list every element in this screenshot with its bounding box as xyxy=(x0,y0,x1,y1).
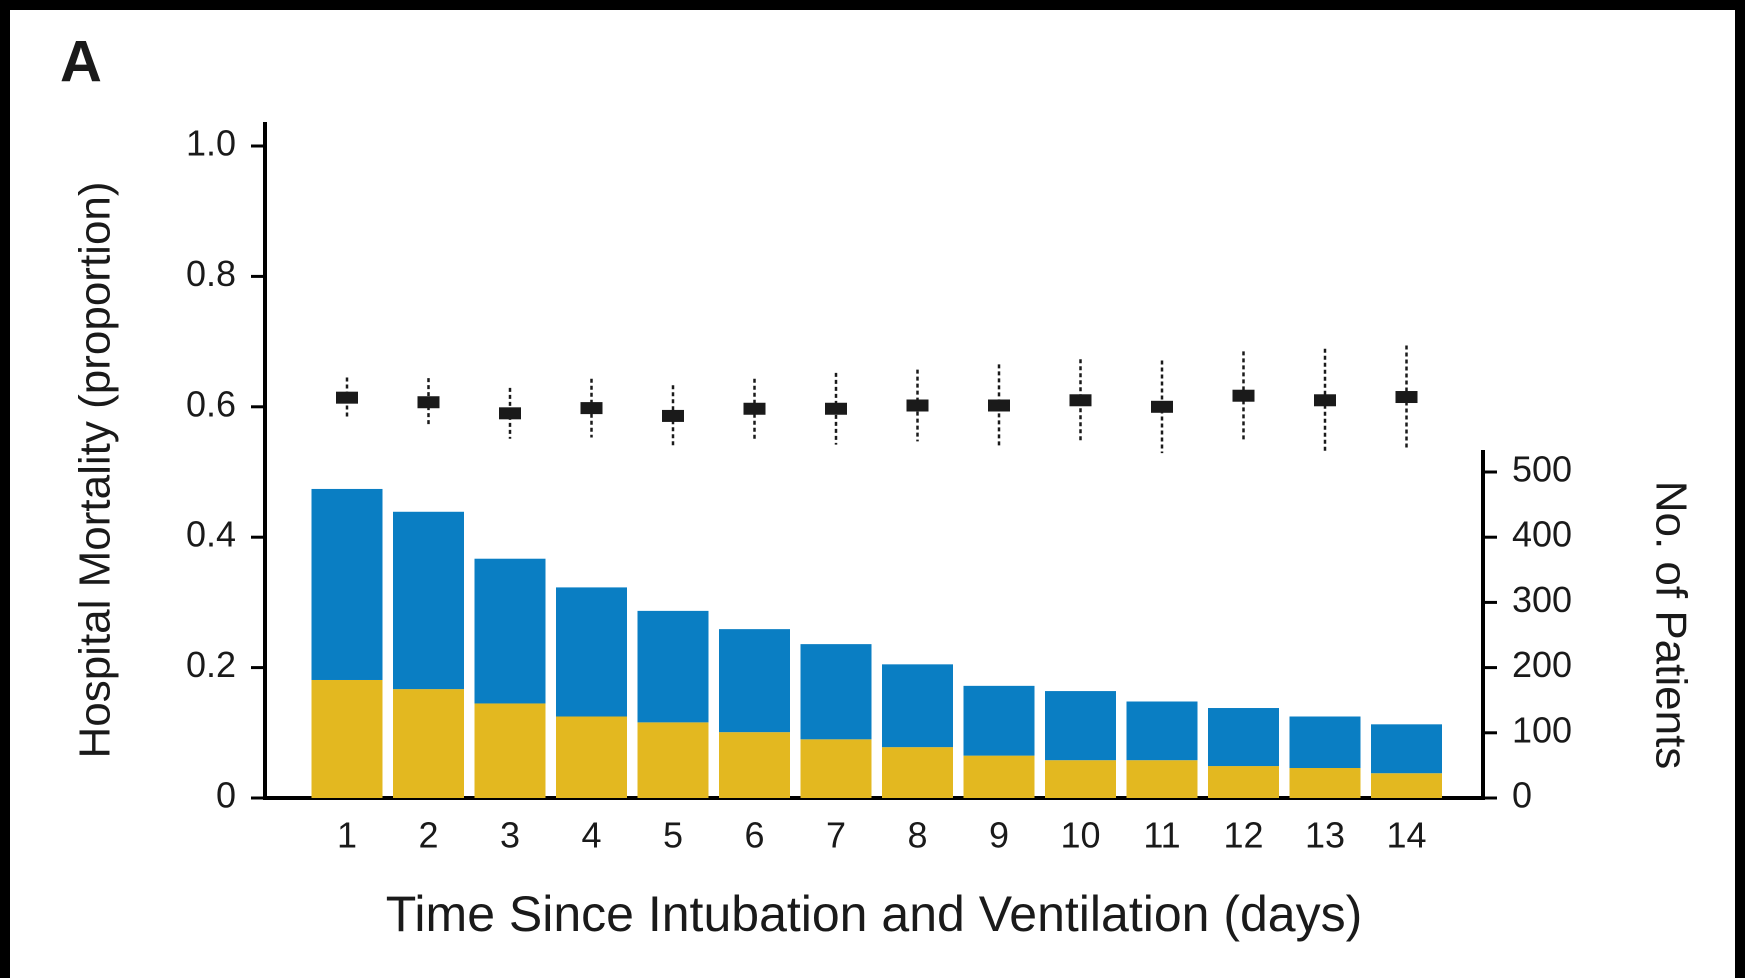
bar xyxy=(1371,724,1442,774)
bar xyxy=(1371,773,1442,798)
bar xyxy=(311,679,383,798)
point xyxy=(662,409,684,422)
x-tick-label: 13 xyxy=(1305,815,1345,856)
point xyxy=(906,399,929,412)
y-tick-label: 0.2 xyxy=(186,644,236,685)
bar xyxy=(963,755,1035,798)
bar xyxy=(1208,708,1279,767)
bar xyxy=(800,739,872,798)
bar xyxy=(474,703,546,798)
bar xyxy=(637,722,709,798)
y2-tick-label: 500 xyxy=(1512,449,1572,490)
x-tick-label: 14 xyxy=(1386,815,1426,856)
bar xyxy=(311,488,383,680)
x-tick-label: 8 xyxy=(907,815,927,856)
bar xyxy=(719,732,790,798)
x-tick-label: 4 xyxy=(581,815,601,856)
y2-tick-label: 300 xyxy=(1512,579,1572,620)
point xyxy=(825,402,847,415)
x-tick-label: 3 xyxy=(500,815,520,856)
point xyxy=(1232,389,1255,402)
bar xyxy=(637,610,709,723)
bar xyxy=(882,664,953,748)
bar xyxy=(1289,716,1361,769)
point xyxy=(499,407,521,420)
bar xyxy=(719,629,790,733)
bar xyxy=(800,644,872,740)
x-tick-label: 1 xyxy=(337,815,357,856)
x-tick-label: 5 xyxy=(663,815,683,856)
x-tick-label: 2 xyxy=(418,815,438,856)
x-tick-label: 6 xyxy=(744,815,764,856)
y2-tick-label: 400 xyxy=(1512,514,1572,555)
y-tick-label: 0 xyxy=(216,775,236,816)
x-axis-label: Time Since Intubation and Ventilation (d… xyxy=(386,886,1363,942)
bar xyxy=(882,747,953,798)
panel-label: A xyxy=(60,29,102,94)
y2-tick-label: 100 xyxy=(1512,709,1572,750)
y2-tick-label: 0 xyxy=(1512,775,1532,816)
x-tick-label: 12 xyxy=(1223,815,1263,856)
bar xyxy=(1289,768,1361,798)
point xyxy=(1395,391,1418,404)
bar xyxy=(393,511,464,690)
y2-axis-label: No. of Patients xyxy=(1646,481,1695,770)
bar xyxy=(556,716,627,798)
point xyxy=(743,402,766,415)
x-tick-label: 11 xyxy=(1143,815,1180,856)
x-tick-label: 10 xyxy=(1060,815,1100,856)
y-axis-label: Hospital Mortality (proportion) xyxy=(71,181,120,758)
bar xyxy=(474,558,546,704)
y2-tick-label: 200 xyxy=(1512,644,1572,685)
bar xyxy=(1126,701,1198,761)
point xyxy=(1151,400,1173,413)
x-tick-label: 9 xyxy=(989,815,1009,856)
y-tick-label: 0.8 xyxy=(186,253,236,294)
y-tick-label: 0.6 xyxy=(186,383,236,424)
bar xyxy=(1045,760,1116,798)
bar xyxy=(556,587,627,717)
point xyxy=(1314,394,1336,407)
bar xyxy=(1208,766,1279,798)
bar xyxy=(393,689,464,798)
bar xyxy=(963,685,1035,756)
point xyxy=(1069,394,1092,407)
point xyxy=(988,399,1010,412)
point xyxy=(336,391,358,404)
y-tick-label: 0.4 xyxy=(186,514,236,555)
point xyxy=(580,402,603,415)
x-tick-label: 7 xyxy=(826,815,846,856)
bar xyxy=(1045,691,1116,761)
point xyxy=(417,396,440,409)
y-tick-label: 1.0 xyxy=(186,123,236,164)
bar xyxy=(1126,760,1198,798)
